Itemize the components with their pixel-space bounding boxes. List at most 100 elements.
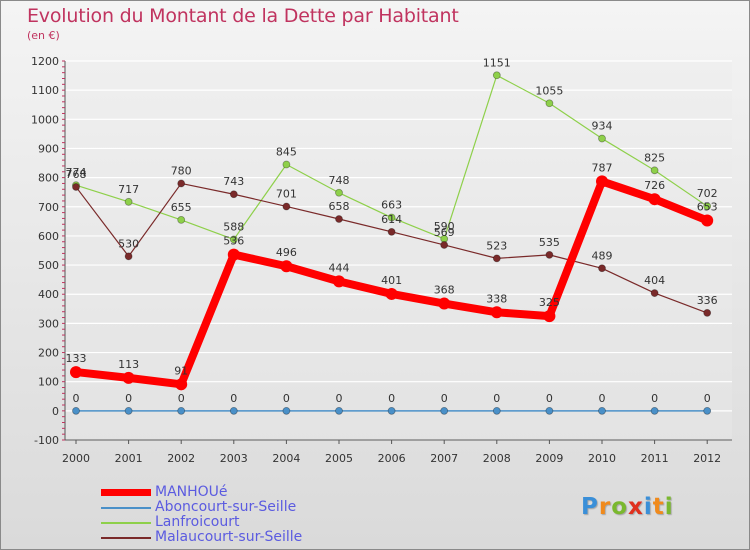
y-tick-label: 600: [38, 230, 59, 243]
x-tick-label: 2006: [378, 452, 406, 465]
data-point: [598, 134, 606, 143]
logo-letter: o: [611, 494, 629, 520]
data-label: 325: [539, 296, 560, 309]
data-label: 489: [592, 249, 613, 262]
x-tick-label: 2005: [325, 452, 353, 465]
y-tick-label: 0: [52, 405, 59, 418]
data-point: [545, 250, 554, 259]
chart-subtitle: (en €): [27, 29, 60, 42]
y-tick-label: 100: [38, 376, 59, 389]
y-tick-label: 1000: [31, 113, 59, 126]
data-label: 535: [539, 236, 560, 249]
data-point: [650, 406, 659, 415]
data-label: 401: [381, 274, 402, 287]
data-label: 717: [118, 183, 139, 196]
x-tick-label: 2012: [693, 452, 721, 465]
x-tick-label: 2010: [588, 452, 616, 465]
data-point: [70, 366, 82, 379]
legend-label: Malaucourt-sur-Seille: [155, 529, 303, 545]
data-point: [650, 166, 659, 175]
data-label: 404: [644, 274, 665, 287]
logo-letter: x: [628, 494, 644, 520]
data-point: [440, 406, 449, 415]
data-point: [703, 202, 712, 211]
data-label: 0: [493, 392, 500, 405]
proxiti-logo: Proxiti: [581, 494, 674, 520]
data-label: 91: [174, 364, 188, 377]
data-label: 614: [381, 213, 402, 226]
data-label: 0: [441, 392, 448, 405]
y-tick-label: 800: [38, 172, 59, 185]
data-point: [596, 175, 608, 188]
data-label: 368: [434, 284, 455, 297]
data-point: [335, 188, 343, 197]
data-point: [280, 260, 293, 273]
data-point: [72, 183, 80, 191]
y-tick-label: 900: [38, 142, 59, 155]
data-point: [122, 371, 135, 384]
legend-label: MANHOUé: [155, 484, 228, 500]
data-point: [177, 179, 186, 188]
y-tick-label: 200: [38, 347, 59, 360]
x-tick-label: 2004: [272, 452, 300, 465]
data-label: 336: [697, 294, 718, 307]
data-label: 1151: [483, 56, 511, 69]
data-point: [282, 406, 291, 415]
data-point: [335, 406, 343, 415]
logo-letter: i: [664, 494, 674, 520]
x-tick-label: 2007: [430, 452, 458, 465]
data-label: 934: [592, 120, 613, 133]
data-label: 133: [66, 352, 87, 365]
data-point: [387, 227, 396, 236]
data-label: 569: [434, 226, 455, 239]
data-label: 338: [486, 292, 507, 305]
data-label: 658: [329, 200, 350, 213]
data-point: [648, 193, 661, 206]
legend-label: Aboncourt-sur-Seille: [155, 499, 297, 515]
data-point: [124, 406, 133, 415]
plot-area: [65, 61, 732, 440]
data-point: [545, 99, 554, 108]
data-label: 726: [644, 179, 665, 192]
data-point: [492, 254, 501, 263]
data-label: 702: [697, 187, 718, 200]
data-point: [282, 202, 291, 211]
data-point: [701, 214, 714, 227]
data-label: 0: [125, 392, 132, 405]
data-point: [703, 308, 712, 317]
y-tick-label: -100: [34, 434, 59, 447]
x-tick-label: 2001: [115, 452, 143, 465]
data-label: 496: [276, 246, 297, 259]
data-label: 0: [336, 392, 343, 405]
data-point: [650, 289, 659, 297]
legend-item: Lanfroicourt: [101, 514, 361, 530]
data-point: [333, 275, 345, 288]
y-tick-label: 500: [38, 259, 59, 272]
data-label: 590: [434, 220, 455, 233]
data-point: [124, 197, 133, 206]
x-tick-label: 2009: [535, 452, 563, 465]
data-point: [177, 406, 186, 415]
data-point: [438, 297, 451, 310]
data-point: [543, 310, 556, 323]
data-label: 780: [171, 164, 192, 177]
data-label: 536: [223, 235, 244, 248]
data-label: 523: [486, 239, 507, 252]
data-point: [229, 235, 238, 244]
logo-letter: i: [643, 494, 653, 520]
data-label: 0: [388, 392, 395, 405]
data-point: [387, 406, 396, 415]
legend-swatch: [101, 522, 151, 524]
data-point: [387, 213, 396, 222]
data-label: 653: [697, 200, 718, 213]
data-point: [385, 287, 398, 300]
data-label: 0: [651, 392, 658, 405]
data-label: 113: [118, 358, 139, 371]
data-point: [598, 264, 606, 273]
x-tick-label: 2000: [62, 452, 90, 465]
data-label: 530: [118, 237, 139, 250]
data-point: [703, 406, 712, 415]
legend-swatch: [101, 537, 151, 539]
